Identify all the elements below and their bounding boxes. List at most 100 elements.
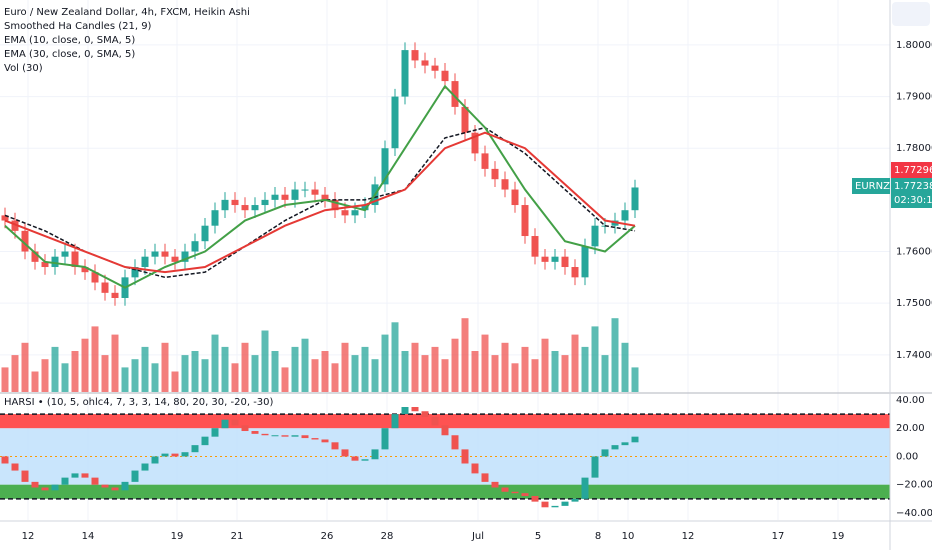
settings-button[interactable] (892, 2, 930, 26)
candle-body (251, 205, 259, 211)
y-tick-label: −20.00 (896, 480, 932, 491)
candle-body (611, 445, 619, 450)
volume-bar (251, 355, 259, 392)
y-tick-label: 1.76000 (896, 247, 932, 258)
last-price-box (891, 162, 932, 178)
y-tick-label: 1.74000 (896, 350, 932, 361)
candle-body (581, 246, 589, 278)
candle-body (251, 431, 259, 434)
candle-body (431, 65, 439, 71)
candle-body (441, 70, 449, 82)
candle-body (441, 425, 449, 436)
candle-body (541, 256, 549, 262)
candle-body (401, 50, 409, 97)
volume-bar (1, 367, 9, 392)
candle-body (181, 452, 189, 457)
candle-body (151, 251, 159, 257)
x-tick-label: 12 (22, 531, 35, 542)
legend-item: EMA (30, close, 0, SMA, 5) (4, 49, 135, 60)
volume-bar (131, 359, 139, 392)
volume-bar (541, 338, 549, 392)
candle-body (141, 463, 149, 471)
candle-body (81, 473, 89, 478)
candle-body (351, 456, 359, 461)
volume-bar (441, 359, 449, 392)
candle-body (451, 435, 459, 450)
volume-bar (411, 342, 419, 392)
candle-body (241, 425, 249, 432)
candle-body (261, 199, 269, 206)
volume-bar (341, 342, 349, 392)
candle-body (281, 435, 289, 437)
volume-bar (71, 351, 79, 392)
candle-body (471, 132, 479, 154)
candle-body (431, 416, 439, 426)
volume-bar (81, 338, 89, 392)
candle-body (161, 453, 169, 457)
candle-body (521, 205, 529, 237)
volume-bar (151, 363, 159, 392)
candle-body (631, 187, 639, 211)
candle-body (591, 456, 599, 478)
x-tick-label: 28 (381, 531, 394, 542)
y-tick-label: 1.80000 (896, 40, 932, 51)
candle-body (331, 199, 339, 211)
volume-bar (491, 355, 499, 392)
candle-body (381, 428, 389, 450)
y-tick-label: −40.00 (896, 508, 932, 519)
candle-body (631, 436, 639, 443)
candle-body (601, 449, 609, 457)
candle-body (501, 179, 509, 190)
volume-bar (31, 371, 39, 392)
candle-body (201, 225, 209, 242)
candle-body (91, 477, 99, 485)
candle-body (591, 225, 599, 247)
volume-bar (331, 363, 339, 392)
candle-body (231, 419, 239, 426)
candle-body (261, 433, 269, 436)
indicator-title: HARSI • (10, 5, ohlc4, 7, 3, 3, 14, 80, … (4, 397, 274, 408)
candle-body (141, 256, 149, 268)
candle-body (541, 501, 549, 508)
price-labels: 1.77296 EURNZD 1.77238 02:30:15 (852, 162, 932, 208)
x-tick-label: 8 (595, 531, 601, 542)
candle-body (81, 267, 89, 273)
candle-body (341, 449, 349, 457)
candle-body (421, 411, 429, 417)
candle-body (311, 189, 319, 195)
legend-item: EMA (10, close, 0, SMA, 5) (4, 35, 135, 46)
y-tick-label: 20.00 (896, 423, 925, 434)
candle-body (121, 481, 129, 491)
candle-body (111, 487, 119, 491)
volume-bar (461, 318, 469, 392)
oversold-zone (0, 484, 890, 499)
x-tick-label: 19 (171, 531, 184, 542)
candle-body (311, 438, 319, 440)
indicator-line (4, 131, 636, 274)
volume-bar (631, 367, 639, 392)
volume-bar (521, 346, 529, 392)
candle-body (581, 477, 589, 499)
candle-body (21, 470, 29, 482)
volume-bar (301, 338, 309, 392)
volume-bar (591, 326, 599, 392)
symbol: EURNZD (855, 181, 898, 192)
volume-bar (111, 334, 119, 392)
candle-body (321, 194, 329, 200)
candle-body (341, 210, 349, 216)
candle-body (621, 210, 629, 221)
candle-body (41, 487, 49, 491)
candle-body (281, 194, 289, 200)
candle-body (531, 495, 539, 502)
volume-bar (361, 346, 369, 392)
candle-body (131, 470, 139, 482)
candle-body (111, 292, 119, 299)
candle-body (561, 256, 569, 268)
volume-bar (311, 359, 319, 392)
candle-body (481, 473, 489, 482)
candle-body (1, 215, 9, 221)
candle-body (101, 484, 109, 488)
candle-body (551, 256, 559, 262)
legend-item: Smoothed Ha Candles (21, 9) (4, 21, 152, 32)
volume-bar (551, 351, 559, 392)
